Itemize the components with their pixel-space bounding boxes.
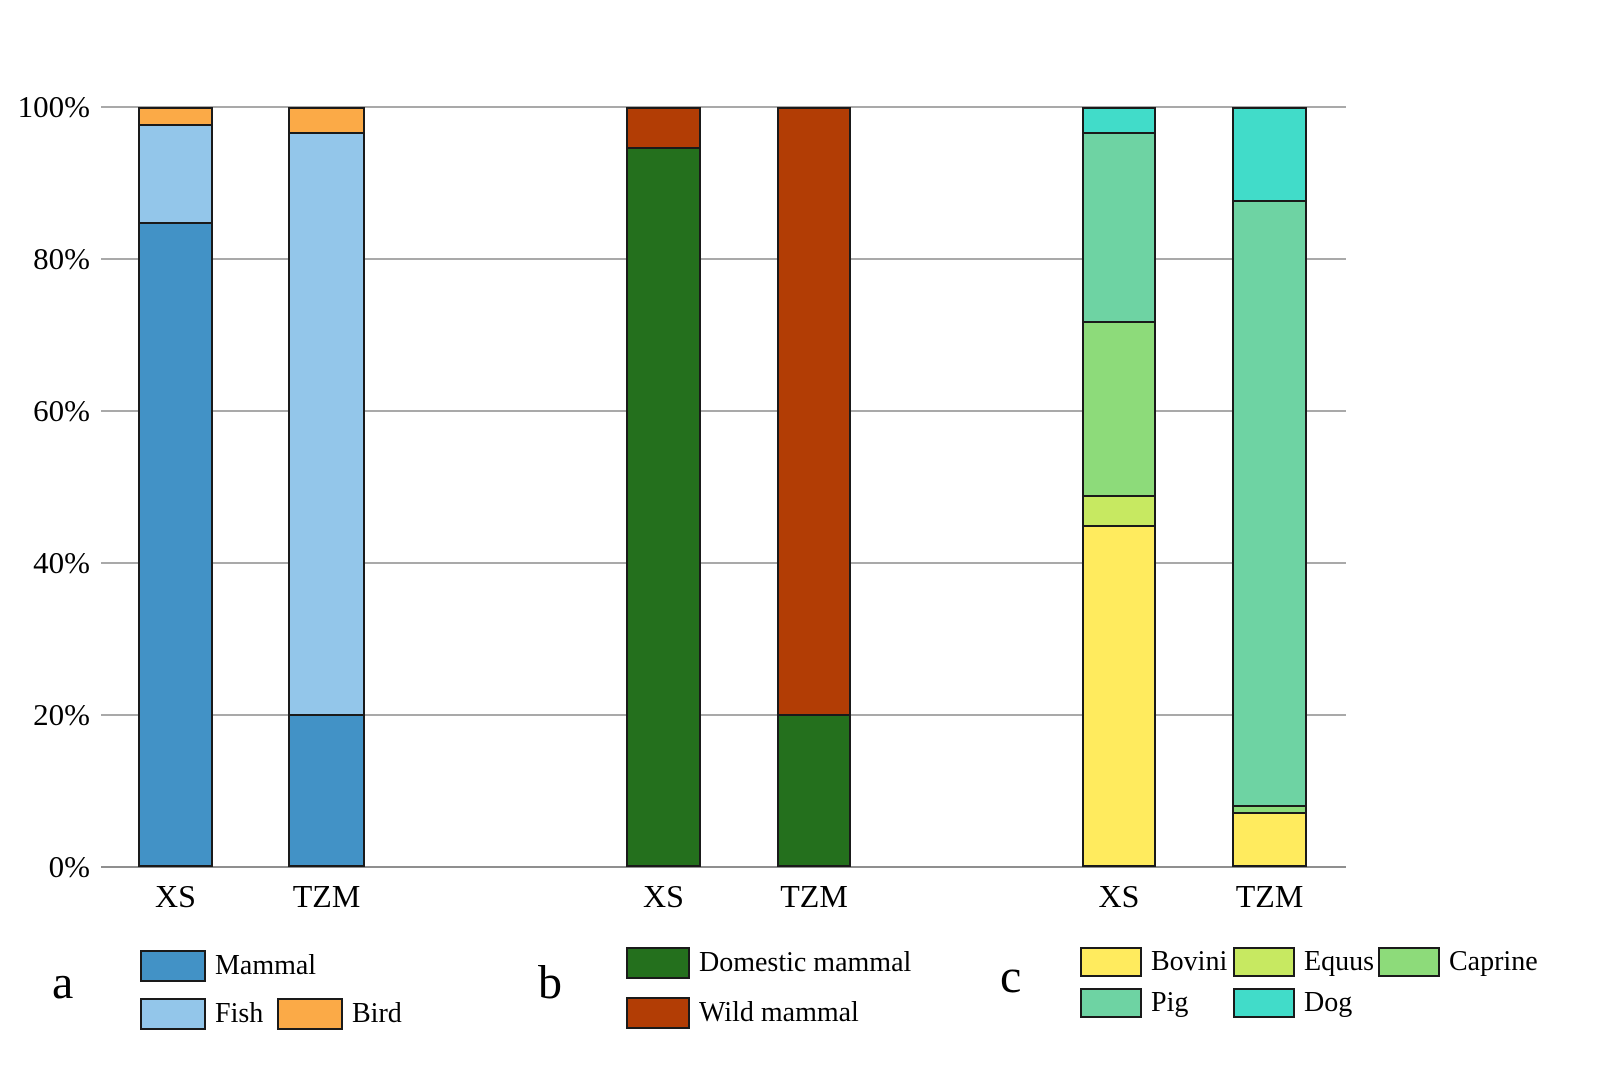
bar-segment-mammal bbox=[140, 222, 211, 865]
legend-swatch-fish bbox=[140, 998, 206, 1030]
legend-item-caprine: Caprine bbox=[1378, 946, 1538, 977]
stacked-bar-b-xs bbox=[626, 107, 701, 867]
legend-label: Bird bbox=[352, 998, 402, 1029]
category-label-xs: XS bbox=[155, 878, 196, 914]
stacked-bar-a-xs bbox=[138, 107, 213, 867]
category-label-xs: XS bbox=[1098, 878, 1140, 914]
legend-item-wild-mammal: Wild mammal bbox=[626, 997, 859, 1029]
bar-segment-mammal bbox=[290, 713, 363, 865]
legend-item-bovini: Bovini bbox=[1080, 946, 1228, 977]
legend-item-fish: Fish bbox=[140, 998, 263, 1030]
bar-segment-bird bbox=[290, 109, 363, 132]
gridline-20 bbox=[101, 714, 1346, 716]
bar-segment-fish bbox=[140, 124, 211, 223]
bar-segment-caprine bbox=[1234, 804, 1305, 813]
y-axis-tick-label: 20% bbox=[33, 697, 90, 732]
bar-segment-wild-mammal bbox=[779, 109, 849, 714]
legend-swatch-equus bbox=[1233, 947, 1295, 977]
legend-swatch-bird bbox=[277, 998, 343, 1030]
legend-item-dog: Dog bbox=[1233, 987, 1353, 1018]
legend-label: Wild mammal bbox=[699, 997, 859, 1028]
y-axis-tick-label: 80% bbox=[33, 241, 90, 276]
legend-swatch-dog bbox=[1233, 988, 1295, 1018]
bar-segment-caprine bbox=[1084, 320, 1154, 495]
x-axis-baseline bbox=[101, 866, 1346, 868]
bar-segment-pig bbox=[1084, 131, 1154, 321]
y-axis-tick-label: 100% bbox=[17, 89, 90, 124]
bar-segment-domestic-mammal bbox=[628, 146, 699, 865]
gridline-100 bbox=[101, 106, 1346, 108]
legend-swatch-pig bbox=[1080, 988, 1142, 1018]
gridline-40 bbox=[101, 562, 1346, 564]
category-label-tzm: TZM bbox=[292, 878, 361, 914]
legend-swatch-caprine bbox=[1378, 947, 1440, 977]
panel-letter-c: c bbox=[1000, 950, 1022, 1003]
legend-swatch-mammal bbox=[140, 950, 206, 982]
bar-segment-wild-mammal bbox=[628, 109, 699, 147]
legend-swatch-bovini bbox=[1080, 947, 1142, 977]
legend-item-pig: Pig bbox=[1080, 987, 1189, 1018]
stacked-bar-c-tzm bbox=[1232, 107, 1307, 867]
y-axis-tick-label: 0% bbox=[48, 849, 90, 884]
legend-swatch-wild-mammal bbox=[626, 997, 690, 1029]
legend-label: Caprine bbox=[1449, 946, 1538, 977]
legend-item-mammal: Mammal bbox=[140, 950, 316, 982]
legend-swatch-domestic-mammal bbox=[626, 947, 690, 979]
category-label-tzm: TZM bbox=[1235, 878, 1304, 914]
y-axis-tick-label: 40% bbox=[33, 545, 90, 580]
bar-segment-fish bbox=[290, 131, 363, 714]
legend-label: Bovini bbox=[1151, 946, 1228, 977]
legend-label: Equus bbox=[1304, 946, 1374, 977]
bar-segment-bird bbox=[140, 109, 211, 125]
y-axis-tick-label: 60% bbox=[33, 393, 90, 428]
bar-segment-dog bbox=[1084, 109, 1154, 132]
bar-segment-dog bbox=[1234, 109, 1305, 200]
legend-label: Domestic mammal bbox=[699, 947, 912, 978]
panel-letter-a: a bbox=[52, 956, 74, 1009]
gridline-80 bbox=[101, 258, 1346, 260]
legend-item-equus: Equus bbox=[1233, 946, 1374, 977]
legend-item-bird: Bird bbox=[277, 998, 402, 1030]
category-label-xs: XS bbox=[643, 878, 684, 914]
stacked-bar-a-tzm bbox=[288, 107, 365, 867]
bar-segment-domestic-mammal bbox=[779, 713, 849, 865]
legend-item-domestic-mammal: Domestic mammal bbox=[626, 947, 911, 979]
bar-segment-bovini bbox=[1234, 812, 1305, 865]
legend-label: Mammal bbox=[215, 950, 317, 981]
bar-segment-equus bbox=[1084, 494, 1154, 525]
stacked-bar-b-tzm bbox=[777, 107, 851, 867]
bar-segment-bovini bbox=[1084, 524, 1154, 865]
gridline-60 bbox=[101, 410, 1346, 412]
bar-segment-pig bbox=[1234, 199, 1305, 805]
legend-label: Pig bbox=[1151, 987, 1189, 1018]
panel-letter-b: b bbox=[538, 956, 562, 1009]
stacked-bar-c-xs bbox=[1082, 107, 1156, 867]
category-label-tzm: TZM bbox=[780, 878, 848, 914]
legend-label: Fish bbox=[215, 998, 264, 1029]
legend-label: Dog bbox=[1304, 987, 1353, 1018]
